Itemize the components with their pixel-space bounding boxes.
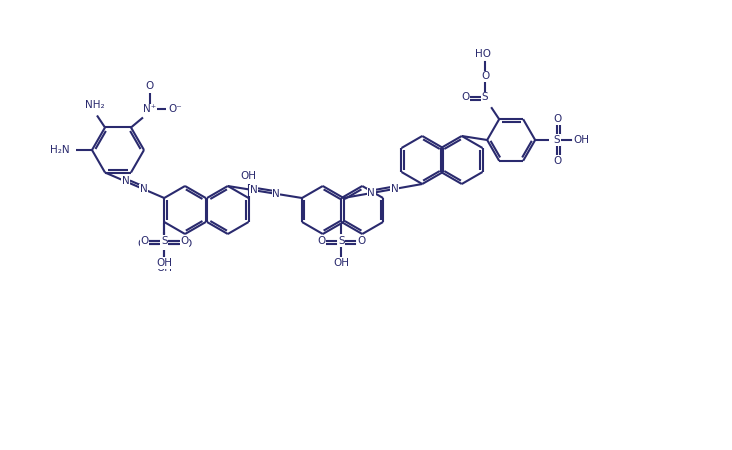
Text: O: O bbox=[146, 81, 154, 91]
Text: HO: HO bbox=[475, 49, 491, 59]
Text: O: O bbox=[357, 236, 365, 246]
Text: N: N bbox=[140, 184, 147, 194]
Text: N: N bbox=[250, 185, 258, 195]
Text: S: S bbox=[482, 92, 488, 102]
Text: OH: OH bbox=[334, 258, 349, 268]
Text: O: O bbox=[461, 92, 469, 102]
Text: OH: OH bbox=[573, 135, 589, 145]
Text: O: O bbox=[318, 236, 326, 246]
Text: N: N bbox=[391, 184, 399, 194]
Text: N: N bbox=[272, 189, 280, 199]
Text: S: S bbox=[554, 135, 561, 145]
Text: OH: OH bbox=[241, 171, 257, 181]
Text: S: S bbox=[161, 239, 168, 249]
Text: NH₂: NH₂ bbox=[85, 100, 105, 111]
Text: O: O bbox=[553, 156, 561, 166]
Text: O: O bbox=[183, 239, 191, 249]
Text: H₂N: H₂N bbox=[51, 145, 70, 155]
Text: O⁻: O⁻ bbox=[168, 104, 182, 114]
Text: S: S bbox=[161, 236, 168, 246]
Text: N: N bbox=[367, 188, 375, 198]
Text: O: O bbox=[140, 236, 149, 246]
Text: O: O bbox=[137, 239, 146, 249]
Text: O: O bbox=[553, 114, 561, 124]
Text: N: N bbox=[122, 176, 130, 186]
Text: OH: OH bbox=[156, 258, 172, 268]
Text: N⁺: N⁺ bbox=[143, 104, 157, 114]
Text: O: O bbox=[180, 236, 188, 246]
Text: S: S bbox=[338, 236, 345, 246]
Text: O: O bbox=[481, 71, 489, 81]
Text: OH: OH bbox=[156, 263, 172, 273]
